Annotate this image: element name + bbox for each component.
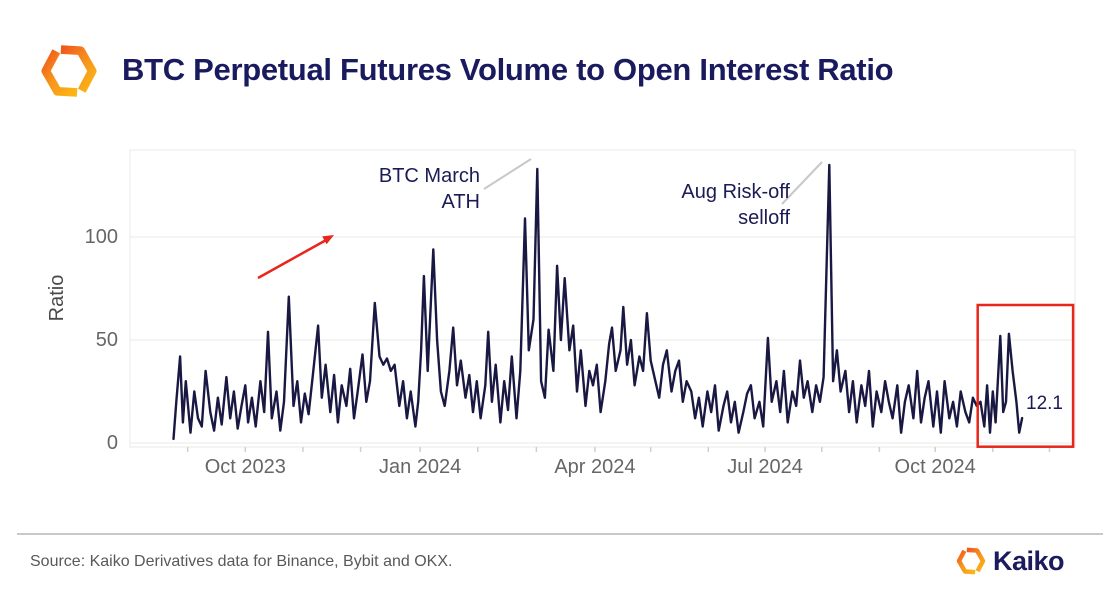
x-tick-label: Oct 2023 <box>204 456 286 478</box>
kaiko-logo-icon <box>956 547 986 575</box>
y-tick-label-50: 50 <box>95 329 118 351</box>
ath-pointer-line <box>483 158 532 190</box>
source-attribution: Source: Kaiko Derivatives data for Binan… <box>30 553 453 570</box>
red-trend-arrowhead <box>322 235 334 245</box>
y-tick-label-0: 0 <box>106 432 118 454</box>
highlight-box <box>976 303 1075 448</box>
x-tick-label: Apr 2024 <box>554 456 636 478</box>
x-tick-label: Jan 2024 <box>378 456 462 478</box>
footer-divider <box>17 533 1103 535</box>
x-tick-label: Oct 2024 <box>894 456 976 478</box>
last-value-label: 12.1 <box>1026 393 1063 414</box>
selloff-pointer-line <box>781 161 823 205</box>
annotation-line: selloff <box>738 207 790 229</box>
kaiko-wordmark: Kaiko <box>993 546 1065 576</box>
page-title: BTC Perpetual Futures Volume to Open Int… <box>122 52 894 87</box>
y-tick-label-100: 100 <box>84 226 118 248</box>
kaiko-logo-icon <box>41 45 97 97</box>
annotation-btc-march-ath: BTC March ATH <box>280 163 480 215</box>
annotation-aug-riskoff-selloff: Aug Risk-off selloff <box>590 179 790 231</box>
plot-panel-border <box>129 149 1076 448</box>
y-axis-title: Ratio <box>46 274 68 322</box>
annotation-line: ATH <box>441 191 480 213</box>
red-trend-arrow <box>257 237 329 280</box>
annotation-line: BTC March <box>378 165 480 187</box>
ratio-line-series <box>172 163 1024 441</box>
annotation-line: Aug Risk-off <box>681 181 790 203</box>
x-tick-label: Jul 2024 <box>727 456 803 478</box>
